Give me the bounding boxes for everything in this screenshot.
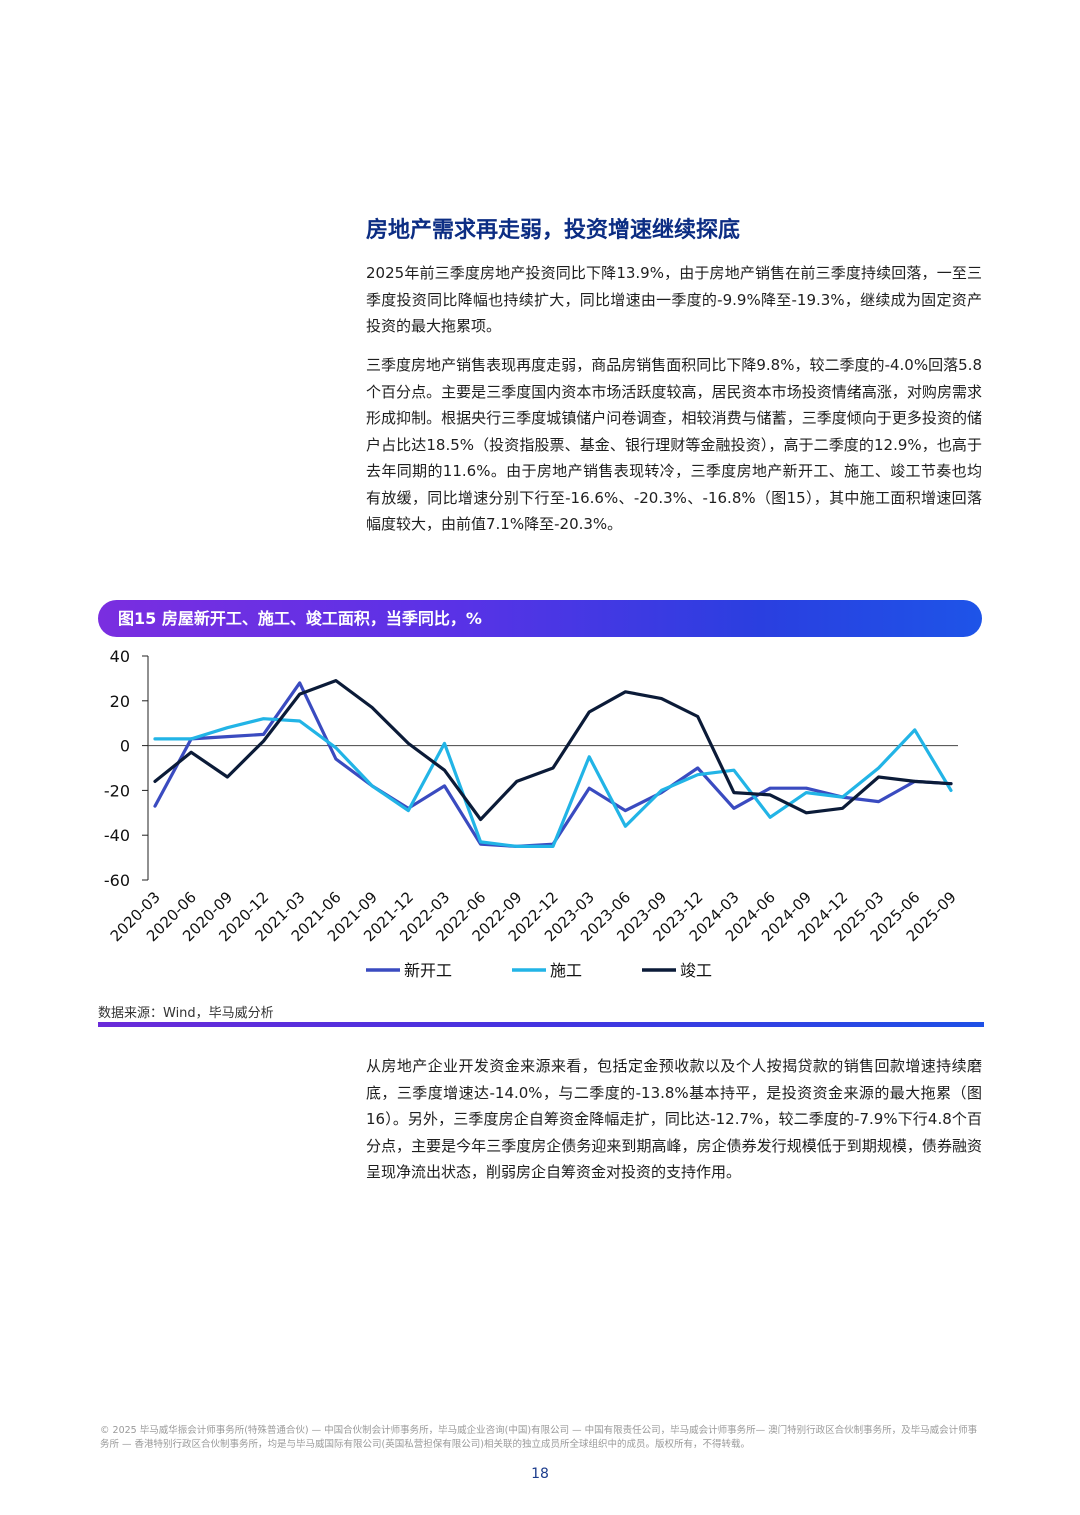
legend-label: 施工 [550,961,582,980]
legend-label: 新开工 [404,961,452,980]
figure-title-banner: 图15 房屋新开工、施工、竣工面积，当季同比，% [98,600,982,637]
footer-legal: © 2025 毕马威华振会计师事务所(特殊普通合伙) — 中国合伙制会计师事务所… [100,1425,978,1450]
y-tick-label: 20 [110,692,130,711]
y-tick-label: -40 [104,826,130,845]
series-line-2 [153,717,953,848]
paragraph: 三季度房地产销售表现再度走弱，商品房销售面积同比下降9.8%，较二季度的-4.0… [366,356,982,533]
paragraph: 从房地产企业开发资金来源来看，包括定金预收款以及个人按揭贷款的销售回款增速持续磨… [366,1057,982,1181]
source-divider [98,1022,984,1027]
paragraph: 2025年前三季度房地产投资同比下降13.9%，由于房地产销售在前三季度持续回落… [366,264,982,335]
section-title: 房地产需求再走弱，投资增速继续探底 [366,218,741,243]
figure-title: 图15 房屋新开工、施工、竣工面积，当季同比，% [118,609,482,628]
series-line-3 [153,678,953,822]
series-line-1 [153,681,953,848]
y-tick-label: -60 [104,871,130,890]
line-chart: 40200-20-40-602020-032020-062020-092020-… [104,647,960,980]
page-number: 18 [531,1466,549,1482]
y-tick-label: -20 [104,781,130,800]
legend-label: 竣工 [680,961,712,980]
data-source: 数据来源：Wind，毕马威分析 [98,1006,274,1021]
y-tick-label: 40 [110,647,130,666]
y-tick-label: 0 [120,737,130,756]
